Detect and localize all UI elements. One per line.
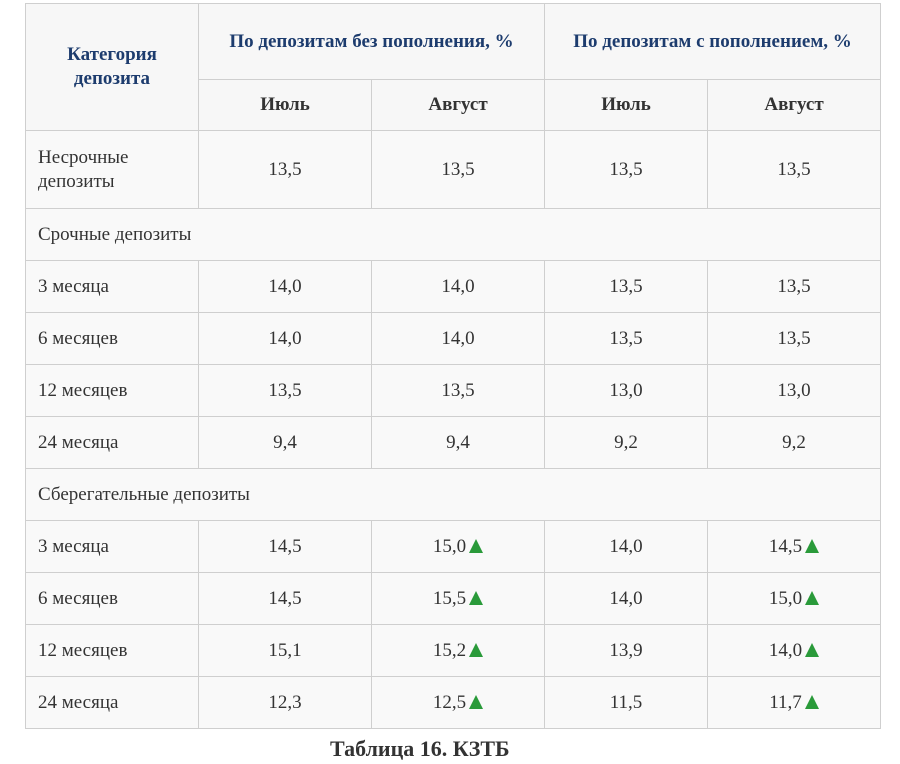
header-category: Категория депозита [25,3,199,131]
rate-value: 14,0 [609,587,643,609]
rate-cell: 15,0 [370,520,546,573]
row-label: Несрочные депозиты [25,130,199,209]
row-label: 6 месяцев [25,572,199,625]
header-month: Август [370,79,546,131]
rate-cell: 14,5 [707,520,882,573]
table-row: 3 месяца 14,0 14,0 13,5 13,5 [25,260,882,313]
table-row: 24 месяца 12,3 12,5 11,5 11,7 [25,676,882,729]
section-row: Срочные депозиты [24,208,882,261]
rate-cell: 14,0 [370,312,546,365]
triangle-up-icon [805,538,820,553]
triangle-up-icon [804,694,819,709]
row-label: 3 месяца [25,260,199,313]
rate-value: 15,2 [432,639,467,661]
rate-cell: 12,3 [198,676,372,729]
section-row: Сберегательные депозиты [24,468,882,521]
header-month: Июль [544,79,709,131]
header-month: Август [707,79,882,131]
triangle-up-icon [469,694,484,709]
rate-value: 14,5 [768,535,803,557]
triangle-up-icon [469,590,484,605]
rate-cell: 14,5 [198,572,372,625]
row-label: 3 месяца [25,520,199,573]
section-label: Сберегательные депозиты [24,468,882,521]
rate-cell: 13,0 [707,364,882,417]
rate-value: 11,7 [769,691,802,713]
rate-cell: 13,0 [544,364,709,417]
table-row: 6 месяцев 14,0 14,0 13,5 13,5 [25,312,882,365]
rate-cell: 15,2 [370,624,546,677]
header-group-topup: По депозитам с пополнением, % [544,3,882,80]
row-label: 24 месяца [25,676,199,729]
rate-cell: 12,5 [370,676,546,729]
rate-value: 14,5 [268,535,302,557]
rate-cell: 11,7 [707,676,882,729]
header-row-groups: Категория депозита По депозитам без попо… [25,3,882,131]
rate-value: 12,5 [432,691,467,713]
rate-cell: 13,5 [370,364,546,417]
rate-cell: 14,0 [198,260,372,313]
table-row: 6 месяцев 14,5 15,5 14,0 15,0 [25,572,882,625]
rate-cell: 9,4 [198,416,372,469]
rate-cell: 14,0 [544,520,709,573]
rate-cell: 14,0 [198,312,372,365]
rate-value: 14,0 [768,639,803,661]
rate-cell: 13,5 [544,130,709,209]
triangle-up-icon [469,642,484,657]
rate-cell: 15,1 [198,624,372,677]
table-row: 12 месяцев 13,5 13,5 13,0 13,0 [25,364,882,417]
rate-value: 15,1 [268,639,302,661]
table-row: 24 месяца 9,4 9,4 9,2 9,2 [25,416,882,469]
rate-cell: 13,5 [707,260,882,313]
table-row: Несрочные депозиты 13,5 13,5 13,5 13,5 [25,130,882,209]
rate-cell: 9,2 [707,416,882,469]
rate-value: 14,0 [609,535,643,557]
rate-cell: 14,5 [198,520,372,573]
rate-value: 15,5 [432,587,467,609]
rate-cell: 13,5 [544,312,709,365]
rate-cell: 13,9 [544,624,709,677]
rate-cell: 14,0 [707,624,882,677]
rate-value: 14,5 [268,587,302,609]
table-row: 3 месяца 14,5 15,0 14,0 14,5 [25,520,882,573]
rate-value: 15,0 [432,535,467,557]
rate-value: 13,9 [609,639,643,661]
section-label: Срочные депозиты [24,208,882,261]
row-label: 24 месяца [25,416,199,469]
row-label: 12 месяцев [25,624,199,677]
rate-cell: 13,5 [707,130,882,209]
rate-cell: 13,5 [707,312,882,365]
triangle-up-icon [469,538,484,553]
header-row-months: Июль Август Июль Август [26,79,882,131]
rate-cell: 11,5 [544,676,709,729]
row-label: 6 месяцев [25,312,199,365]
rate-value: 15,0 [768,587,803,609]
rate-cell: 13,5 [198,364,372,417]
table-caption: Таблица 16. КЗТБ [330,736,510,761]
rate-value: 12,3 [268,691,302,713]
rate-cell: 13,5 [544,260,709,313]
rate-cell: 14,0 [544,572,709,625]
row-label: 12 месяцев [25,364,199,417]
header-month: Июль [198,79,372,131]
rate-cell: 9,4 [370,416,546,469]
triangle-up-icon [805,590,820,605]
rate-cell: 13,5 [198,130,372,209]
rate-cell: 15,0 [707,572,882,625]
header-group-no-topup: По депозитам без пополнения, % [197,3,546,80]
rate-cell: 13,5 [370,130,546,209]
rate-cell: 15,5 [370,572,546,625]
deposit-rates-table: Категория депозита По депозитам без попо… [24,3,882,729]
rate-cell: 14,0 [370,260,546,313]
rate-value: 11,5 [609,691,643,713]
triangle-up-icon [805,642,820,657]
table-row: 12 месяцев 15,1 15,2 13,9 14,0 [25,624,882,677]
rate-cell: 9,2 [544,416,709,469]
